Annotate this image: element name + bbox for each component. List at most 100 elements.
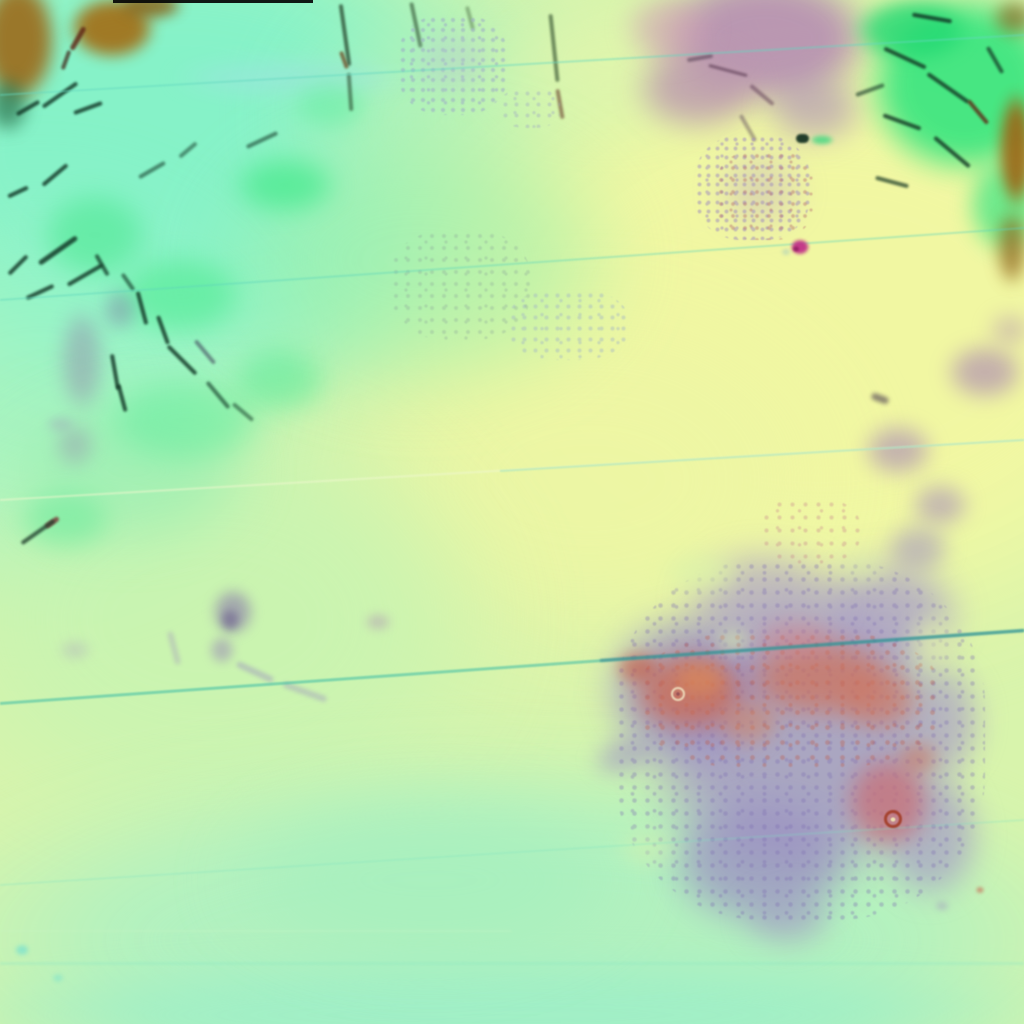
lava-field-purple [625,767,895,957]
drainage-squiggle [409,2,423,48]
pink-speckle [760,498,860,564]
ridge-streak-maroon [44,515,60,529]
ridge-streak [116,383,128,413]
ridge-streak [135,291,149,325]
veg-green-patch [210,330,350,430]
gap-light [896,602,968,682]
lava-red [818,656,938,744]
shadow-purple-core [216,604,244,636]
cloud-mottle [508,290,628,360]
ridge-streak-maroon [69,25,87,51]
band-faint [0,962,1024,965]
ridge-streak [37,234,79,266]
terrain-brown-patch-2 [102,0,198,26]
cyan-speck [12,942,32,958]
shadow-purple [40,414,80,434]
veg-green-patch [85,235,275,355]
magenta-dot-core [791,245,801,253]
gap-light [707,624,759,658]
cloud-blue-wisp [120,52,460,104]
ridge-streak [73,100,103,116]
wash-mint-top-center [220,0,780,300]
ridge-streak [7,254,29,276]
ridge-streak [205,380,231,410]
veg-green-patch [805,133,839,147]
gap-light [642,542,758,602]
dark-speck [870,391,890,405]
wash-yellow-right [280,0,1024,730]
mountain-green-topright [830,0,1024,210]
wash-cyan-bottom-edge [0,945,1024,1024]
shadow-mottle [47,413,103,477]
ridge-streak [94,253,110,277]
dust-mauve [606,26,790,150]
terrain-brown-right-edge [990,65,1024,235]
wash-green-bottomcenter [130,750,730,1010]
ridge-streak [41,163,69,187]
ridge-streak [60,49,72,71]
lava-red-core [710,620,934,736]
dark-knoll [795,133,809,143]
lava-orange [702,688,794,756]
wash-mint-midleft [0,340,590,900]
wash-aqua-left [0,140,340,660]
drainage-squiggle [548,13,560,83]
veg-green-patch [15,170,175,300]
cloud-mottle [398,15,508,115]
lava-field-spur [571,714,679,796]
ridge-streak [25,283,55,301]
crater-ring-south [884,810,902,828]
veg-green-patch [0,475,135,565]
terrain-darkgreen-corner [0,65,38,145]
ridge-streak-maroon [966,99,990,125]
drainage-squiggle [464,5,476,31]
veg-green-patch [275,70,385,140]
dust-mauve-right [980,306,1024,354]
dust-mauve-right [929,332,1024,412]
dot-blue-smudge [780,248,792,256]
ridge-streak [138,160,166,180]
ridge-streak [245,131,279,149]
wash-green-center [140,80,700,440]
top-edge-black-line [113,0,313,3]
lava-texture [615,560,985,920]
gap-light [822,546,902,590]
dust-mauve-right [848,412,948,488]
ridge-streak [15,99,41,117]
ridge-streak [926,72,970,104]
dust-speckle-rose [715,150,815,240]
lava-volcano-south [826,734,950,870]
dust-dark-arc [738,114,758,142]
lava-red-core [608,634,772,750]
crater-center-west [675,691,681,697]
lava-field-east-arm [890,640,1000,800]
ridge-streak [875,175,909,189]
ridge-streak [231,402,255,422]
terrain-brown-right-edge [990,193,1024,303]
scan-line-faint [499,439,1024,472]
ridge-streak [20,518,56,546]
drainage-squiggle [346,72,354,112]
scan-line [0,628,1024,705]
ridge-streak-purple [193,339,217,365]
ridge-streak [933,135,971,169]
terrain-brown-tr-corner [984,0,1024,44]
lava-field-purple-top [647,526,877,670]
ridge-streak [41,81,79,109]
dust-pink-edge [606,0,730,78]
band-faint [0,930,512,932]
ridge-streak [882,113,922,131]
dust-dark-arc [749,83,775,107]
cloud-mottle [500,88,560,128]
veg-green-patch [210,143,360,227]
scan-line-faint [0,819,1024,886]
dust-mauve [743,56,887,160]
red-speck [974,885,986,895]
lava-field-purple [773,530,997,700]
dust-mauve-right [872,512,964,584]
ridge-streak [66,263,104,287]
wash-aqua-topleft [0,0,640,480]
ridge-streak [109,353,121,391]
mountain-green-topright [950,135,1024,275]
